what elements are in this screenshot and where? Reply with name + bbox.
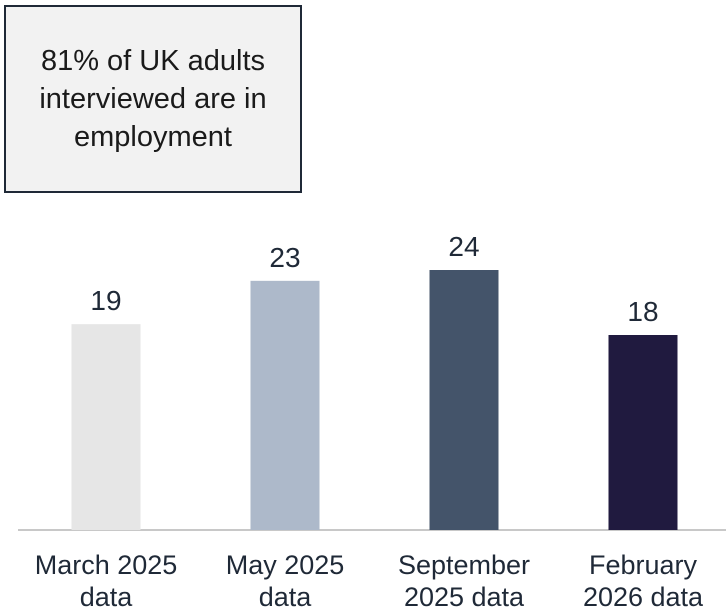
value-labels-group: 19 23 24 18 — [90, 231, 658, 327]
value-label-3: 24 — [448, 231, 479, 262]
value-label-1: 19 — [90, 285, 121, 316]
value-label-2: 23 — [269, 242, 300, 273]
category-label-3: September 2025 data — [398, 550, 530, 612]
category-label-1: March 2025 data — [35, 550, 178, 612]
employment-callout-text: 81% of UK adults interviewed are in empl… — [39, 45, 267, 153]
bar-3 — [429, 270, 499, 530]
bars-group — [71, 270, 678, 530]
category-label-2: May 2025 data — [226, 550, 345, 612]
value-label-4: 18 — [627, 296, 658, 327]
employment-callout-box: 81% of UK adults interviewed are in empl… — [4, 5, 302, 193]
category-labels-group: March 2025 data May 2025 data September 2025 … — [35, 550, 704, 612]
bar-2 — [250, 280, 320, 530]
bar-4 — [608, 335, 678, 530]
category-label-4: February 2026 data — [583, 550, 704, 612]
bar-1 — [71, 324, 141, 530]
